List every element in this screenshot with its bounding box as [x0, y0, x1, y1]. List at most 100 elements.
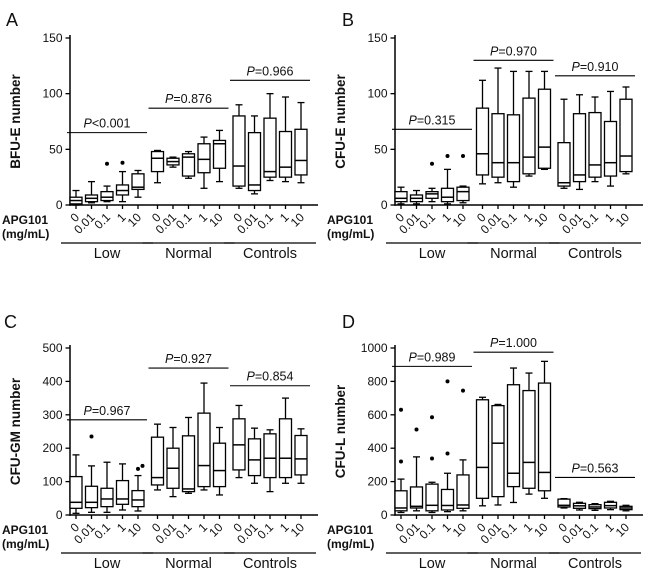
dose-tick-label: 10 — [450, 520, 470, 540]
dose-tick-label: 0.1 — [579, 210, 601, 232]
box — [100, 190, 114, 202]
box — [131, 173, 145, 191]
p-value-label: P=0.989 — [409, 350, 456, 364]
outlier-dot — [136, 466, 140, 471]
p-value-label: P=0.854 — [247, 370, 294, 384]
y-tick-label: 0 — [56, 508, 63, 522]
box — [263, 433, 277, 479]
group-label: Normal — [165, 246, 212, 262]
y-axis-title: CFU-GM number — [8, 377, 23, 485]
outlier-dot — [89, 434, 94, 439]
plot-area-C — [61, 345, 318, 554]
dose-tick-label: 0.1 — [254, 520, 276, 542]
box — [475, 107, 490, 176]
group-label: Controls — [568, 556, 622, 572]
x-axis-label-line1: APG101 — [2, 213, 48, 227]
dose-tick-label: 0.1 — [91, 210, 113, 232]
group-label: Controls — [243, 246, 297, 262]
box — [456, 186, 470, 202]
box — [212, 442, 227, 488]
y-tick-label: 600 — [367, 408, 387, 422]
box — [619, 98, 633, 173]
x-axis-label-line1: APG101 — [327, 523, 373, 537]
outlier-dot — [140, 463, 145, 468]
dose-tick-label: 10 — [288, 520, 308, 540]
box — [409, 486, 424, 509]
y-tick-label: 1000 — [361, 341, 388, 355]
p-value-label: P=0.967 — [84, 404, 131, 418]
box — [394, 190, 408, 203]
outlier-dot — [445, 451, 450, 456]
y-tick-label: 800 — [367, 374, 387, 388]
box — [69, 475, 83, 509]
box — [491, 113, 505, 178]
outlier-dot — [461, 388, 465, 393]
box — [537, 88, 552, 169]
box — [150, 150, 165, 173]
box — [475, 399, 490, 499]
box — [212, 139, 227, 169]
box — [181, 153, 196, 177]
outlier-dot — [430, 456, 434, 461]
p-value-label: P<0.001 — [84, 117, 131, 131]
group-label: Controls — [568, 246, 622, 262]
y-axis-title: CFU-E number — [333, 74, 348, 169]
x-axis-label-line2: (mg/mL) — [327, 537, 374, 551]
box — [247, 438, 262, 477]
panel-label-A: A — [6, 10, 18, 30]
y-tick-label: 200 — [367, 475, 387, 489]
outlier-dot — [399, 407, 403, 412]
box — [150, 436, 165, 486]
panel-label-D: D — [342, 312, 355, 332]
plot-area-A — [61, 35, 318, 244]
box — [440, 488, 455, 511]
outlier-dot — [105, 161, 109, 166]
box — [506, 114, 521, 183]
group-label: Controls — [243, 556, 297, 572]
dose-tick-label: 10 — [613, 520, 633, 540]
p-value-label: P=1.000 — [490, 336, 537, 350]
box — [603, 120, 618, 177]
outlier-dot — [430, 161, 434, 166]
y-tick-label: 0 — [381, 198, 388, 212]
dose-tick-label: 10 — [206, 520, 226, 540]
dose-tick-label: 10 — [125, 520, 145, 540]
y-tick-label: 400 — [42, 374, 62, 388]
panel-label-B: B — [342, 10, 354, 30]
box — [232, 115, 246, 187]
outlier-dot — [445, 154, 450, 159]
group-label: Low — [94, 556, 121, 572]
box — [115, 479, 130, 505]
box — [278, 130, 293, 178]
dose-tick-label: 10 — [613, 210, 633, 230]
box — [522, 389, 536, 489]
outlier-dot — [430, 415, 434, 420]
y-axis-title: BFU-E number — [8, 74, 23, 169]
dose-tick-label: 10 — [450, 210, 470, 230]
y-tick-label: 100 — [42, 475, 62, 489]
box — [247, 131, 262, 192]
dose-tick-label: 10 — [288, 210, 308, 230]
p-value-label: P=0.970 — [490, 44, 537, 58]
y-tick-label: 0 — [56, 198, 63, 212]
box — [425, 483, 439, 512]
dose-tick-label: 0.1 — [91, 520, 113, 542]
box — [506, 384, 521, 488]
x-axis-label-line1: APG101 — [327, 213, 373, 227]
x-axis-label-line2: (mg/mL) — [2, 537, 49, 551]
dose-tick-label: 10 — [531, 210, 551, 230]
dose-tick-label: 0.1 — [173, 520, 195, 542]
box — [100, 487, 114, 508]
p-value-label: P=0.966 — [247, 64, 294, 78]
x-axis-label-line2: (mg/mL) — [327, 227, 374, 241]
box — [557, 142, 571, 187]
y-tick-label: 50 — [374, 142, 388, 156]
y-tick-label: 400 — [367, 441, 387, 455]
box — [572, 113, 587, 183]
box — [278, 418, 293, 479]
outlier-dot — [414, 427, 419, 432]
box — [588, 111, 602, 178]
